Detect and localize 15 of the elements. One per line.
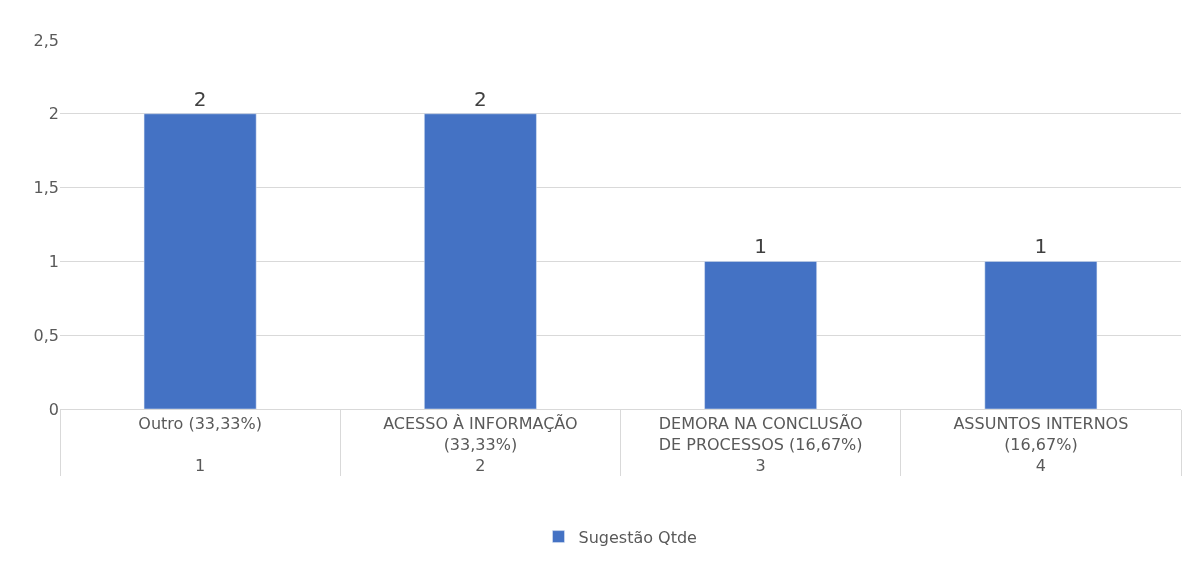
data-label: 2	[193, 86, 207, 111]
y-tick-label: 2,5	[33, 30, 59, 50]
category-label: DEMORA NA CONCLUSÃO DE PROCESSOS (16,67%) 3	[658, 414, 863, 475]
y-tick-label: 1,5	[33, 178, 59, 198]
data-label: 1	[754, 234, 767, 259]
legend-label: Sugestão Qtde	[578, 527, 697, 547]
y-tick-label: 1	[48, 252, 59, 271]
category-label: Outro (33,33%) 1	[138, 414, 262, 475]
y-tick-label: 2	[48, 104, 59, 124]
category-label: ACESSO À INFORMAÇÃO (33,33%) 2	[383, 414, 578, 475]
data-label: 1	[1034, 234, 1048, 259]
category-label: ASSUNTOS INTERNOS (16,67%) 4	[953, 414, 1129, 475]
y-tick-label: 0	[48, 399, 59, 419]
data-label: 2	[474, 86, 487, 111]
y-tick-label: 0,5	[33, 325, 59, 345]
